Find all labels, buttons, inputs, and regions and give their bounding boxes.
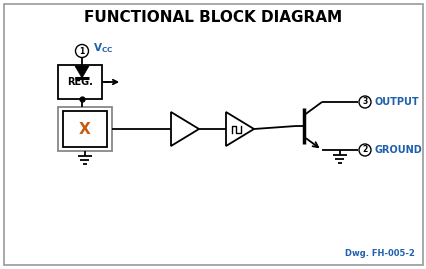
Text: REG.: REG. bbox=[67, 77, 93, 87]
Text: FUNCTIONAL BLOCK DIAGRAM: FUNCTIONAL BLOCK DIAGRAM bbox=[84, 9, 341, 24]
Text: OUTPUT: OUTPUT bbox=[374, 97, 419, 107]
Polygon shape bbox=[75, 66, 89, 78]
Text: 1: 1 bbox=[79, 47, 84, 55]
Text: V$_{\mathregular{CC}}$: V$_{\mathregular{CC}}$ bbox=[93, 41, 113, 55]
Text: 3: 3 bbox=[362, 97, 367, 107]
Polygon shape bbox=[225, 112, 253, 146]
Text: GROUND: GROUND bbox=[374, 145, 422, 155]
Text: Dwg. FH-005-2: Dwg. FH-005-2 bbox=[344, 249, 414, 257]
Polygon shape bbox=[170, 112, 199, 146]
Bar bbox=[63, 111, 107, 147]
Bar bbox=[58, 65, 102, 99]
Text: 2: 2 bbox=[362, 146, 367, 154]
Bar bbox=[58, 107, 112, 151]
Text: X: X bbox=[79, 122, 91, 136]
